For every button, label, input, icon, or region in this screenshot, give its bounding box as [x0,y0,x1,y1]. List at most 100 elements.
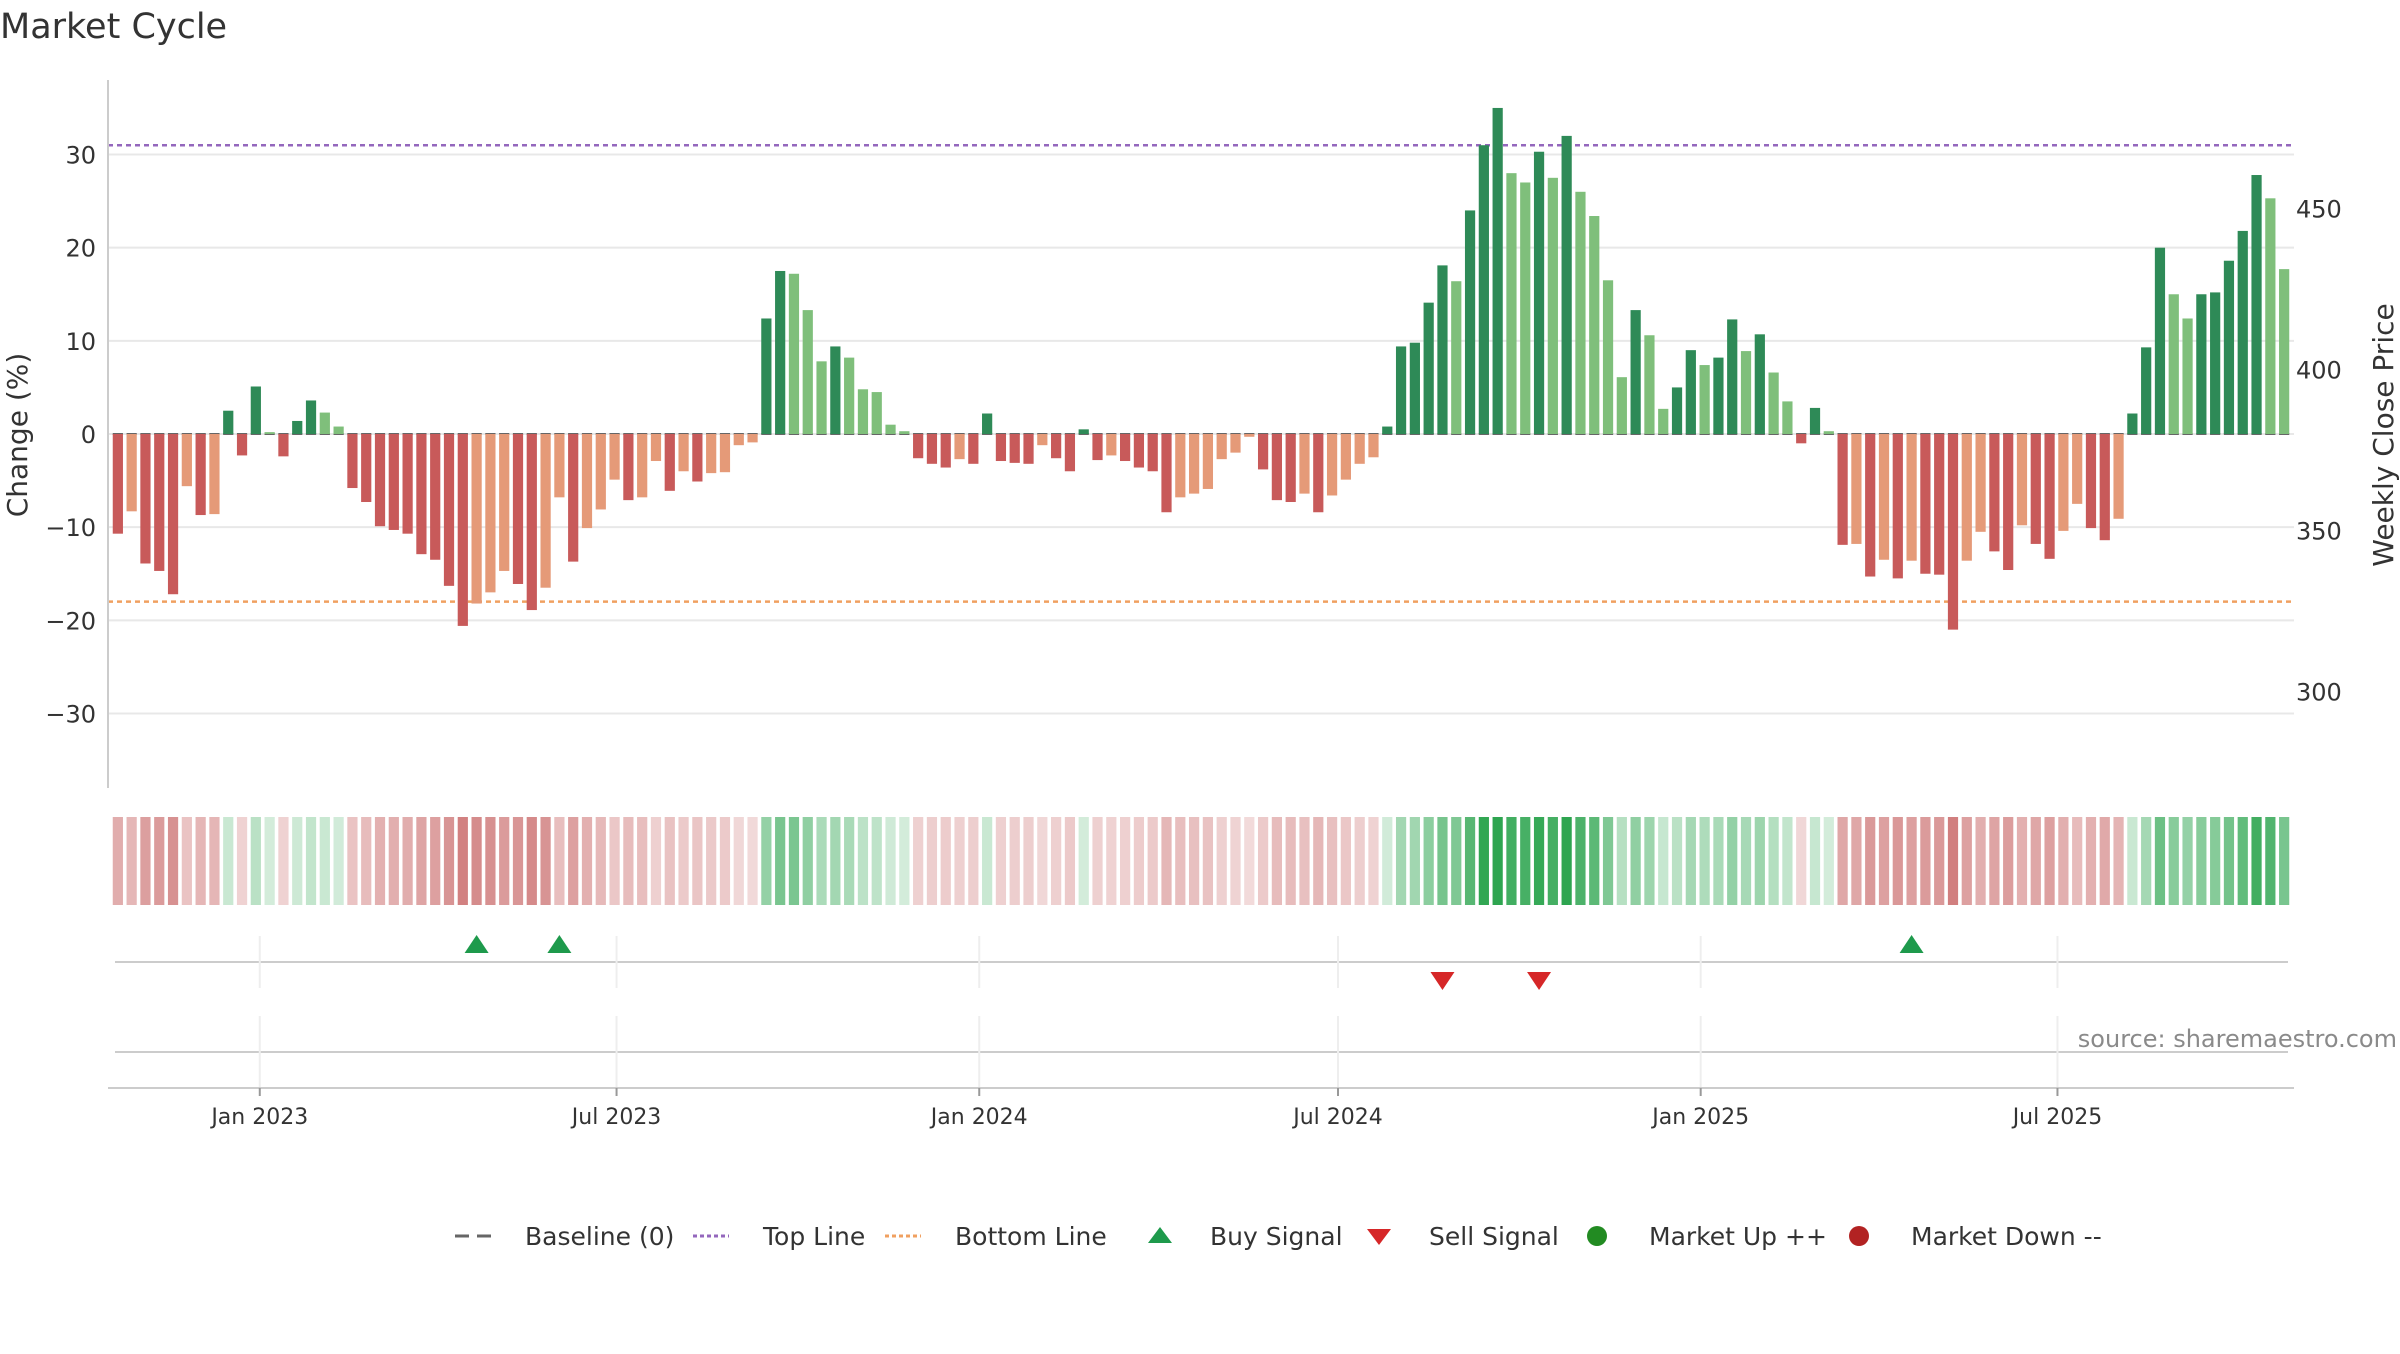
heat-cell [2016,817,2028,905]
heat-cell [1354,817,1365,905]
bar [1961,434,1972,561]
bar [733,434,744,446]
heat-cell [609,817,620,905]
bar [512,434,524,584]
y-tick-label: 20 [65,235,96,263]
bar [1947,434,1959,630]
heat-cell [1216,817,1227,905]
heat-cell [1257,817,1269,905]
y2-tick-label: 400 [2296,357,2342,385]
bar [719,434,731,473]
heat-cell [2003,817,2014,905]
bar [471,434,482,604]
legend-buy-swatch [1148,1227,1172,1243]
bar [1257,434,1269,470]
heat-cell [1906,817,1917,905]
x-tick-label: Jul 2024 [1291,1105,1383,1130]
heat-cell [2154,817,2166,905]
bar [1699,365,1710,434]
heat-cell [664,817,675,905]
heat-cell [1671,817,1683,905]
bar [305,400,317,434]
bar [568,434,579,562]
heat-cell [2279,817,2290,905]
heat-cell [1685,817,1696,905]
bar [706,434,717,474]
heat-cell [1451,817,1462,905]
bar [2251,175,2262,434]
bar [664,434,675,491]
y-tick-label: −30 [45,700,96,728]
bar [416,434,427,555]
heat-cell [1809,817,1821,905]
y-tick-label: 0 [81,421,96,449]
bar [609,434,620,480]
bar [499,434,510,571]
heat-cell [2044,817,2055,905]
heat-cell [154,817,165,905]
bar [1299,434,1310,494]
chart-title: Market Cycle [0,7,227,47]
heat-cell [209,817,220,905]
heat-cell [2182,817,2193,905]
heat-cell [2223,817,2235,905]
heat-cell [2196,817,2207,905]
heat-cell [347,817,358,905]
bar [1878,434,1890,560]
heat-cell [1961,817,1972,905]
bar [292,420,303,434]
bar [1809,407,1821,434]
bar [1658,408,1669,434]
legend-dot-swatch [1849,1226,1869,1246]
bar [2141,347,2152,434]
heat-cell [1768,817,1779,905]
heat-cell [1023,817,1034,905]
bar [2072,434,2083,504]
bar [2265,198,2276,434]
bar [319,412,330,434]
heat-cell [1837,817,1848,905]
heat-cell [402,817,413,905]
bar [1492,107,1503,435]
legend-label: Market Up ++ [1649,1222,1827,1251]
heat-cell [181,817,192,905]
heat-cell [1202,817,1214,905]
heat-cell [1188,817,1200,905]
bar [126,434,137,512]
bar [1837,434,1848,545]
bar [1409,342,1420,434]
bar [1768,372,1779,434]
bar [1644,335,1655,434]
heat-cell [1492,817,1503,905]
bar [1616,377,1627,434]
bar [430,434,441,560]
heat-cell [1865,817,1876,905]
bar [1285,434,1296,503]
heat-cell [540,817,551,905]
bar [1161,434,1172,513]
heat-cell [2085,817,2097,905]
bar [2279,269,2290,434]
heat-cell [982,817,993,905]
bar [1630,310,1641,434]
heat-cell [319,817,330,905]
x-axis: Jan 2023 Jul 2023 Jan 2024 Jul 2024 Jan 2025… [108,1087,2294,1130]
heat-cell [443,817,455,905]
bar [1685,350,1696,434]
bar [1147,434,1158,472]
heat-cell [885,817,896,905]
heat-cell [1147,817,1158,905]
bar [1575,191,1586,434]
heat-cell [857,817,869,905]
bar [1437,265,1448,434]
heat-cell [637,817,648,905]
heat-cell [2210,817,2221,905]
bar [2210,292,2221,434]
bar [968,434,979,464]
bar [1602,280,1614,434]
heat-cell [1616,817,1627,905]
heat-cell [1368,817,1379,905]
bar [692,434,703,482]
heat-cell [1382,817,1393,905]
